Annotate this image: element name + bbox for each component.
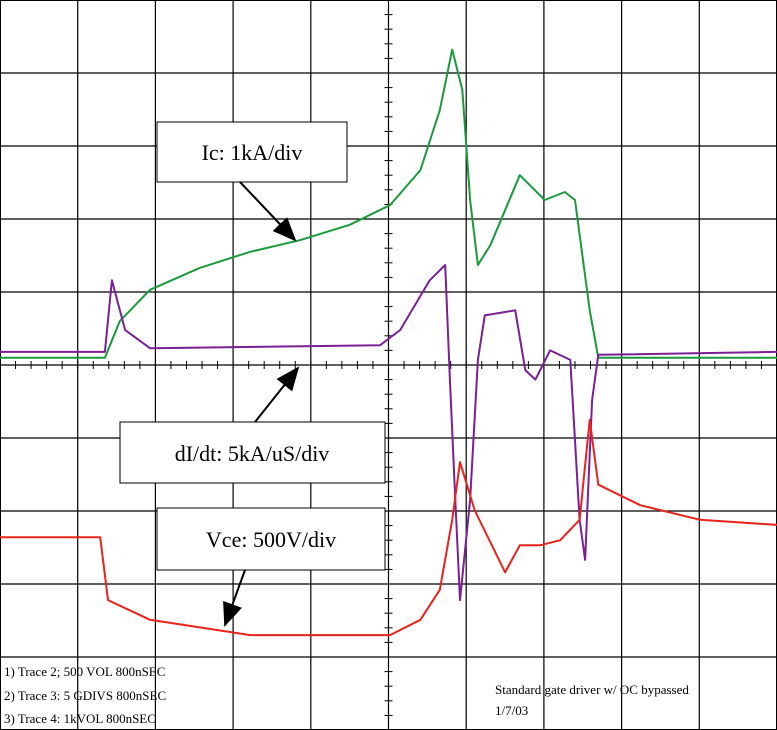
trace — [0, 48, 777, 359]
arrow — [223, 569, 246, 627]
note: 2) Trace 3: 5 GDIVS 800nSEC — [4, 688, 166, 703]
note: Standard gate driver w/ OC bypassed — [495, 682, 689, 697]
trace-label: Ic: 1kA/div — [202, 140, 303, 165]
label-box — [119, 421, 386, 484]
label-box — [156, 507, 386, 571]
note: 3) Trace 4: 1kVOL 800nSEC — [4, 711, 156, 726]
note: 1) Trace 2; 500 VOL 800nSEC — [4, 664, 165, 679]
trace — [0, 418, 777, 637]
annotations: Ic: 1kA/div dI/dt: 5kA/uS/div Vce: 500V/… — [4, 121, 689, 726]
trace-label: dI/dt: 5kA/uS/div — [175, 441, 330, 466]
arrow — [239, 181, 297, 242]
arrow — [254, 366, 300, 423]
note: 1/7/03 — [495, 703, 528, 718]
label-box — [156, 121, 348, 183]
trace-label: Vce: 500V/div — [206, 527, 336, 552]
